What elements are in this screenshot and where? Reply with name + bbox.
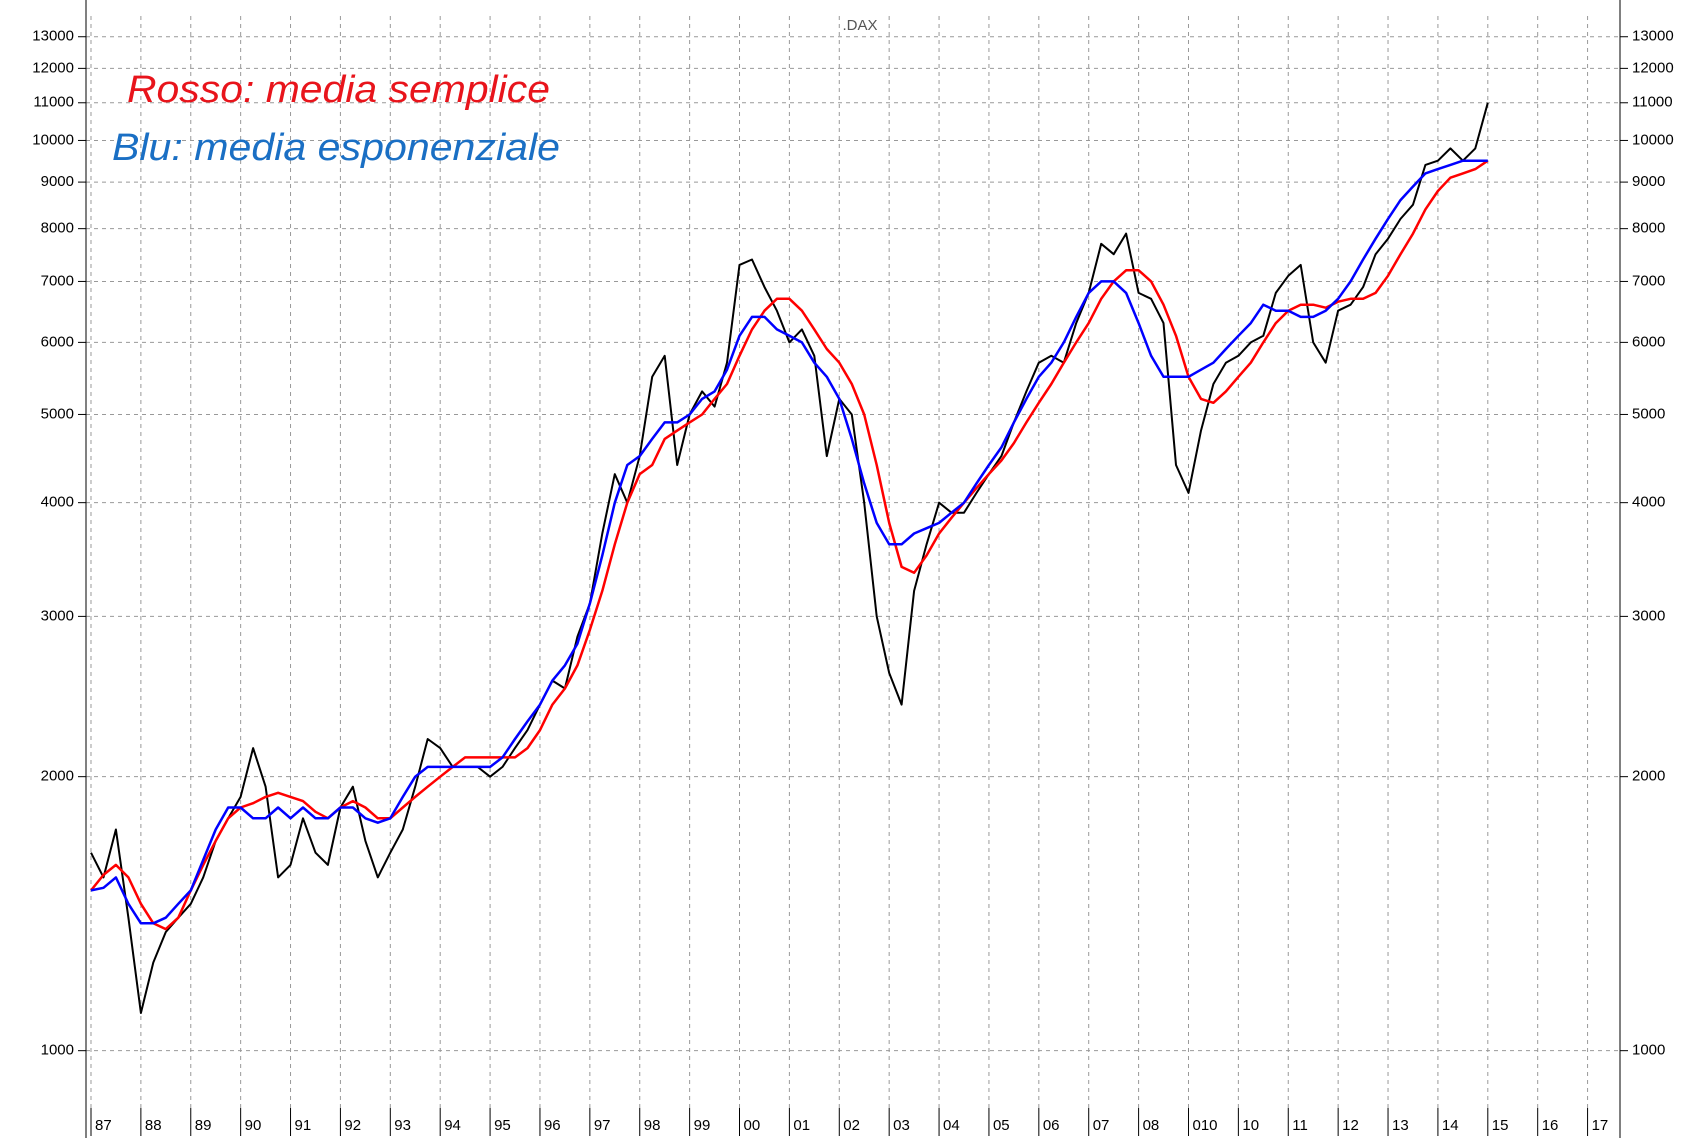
x-tick-label: 04 xyxy=(943,1117,960,1134)
x-tick-label: 99 xyxy=(694,1117,711,1134)
x-tick-label: 13 xyxy=(1392,1117,1409,1134)
y2-tick-label: 2000 xyxy=(1632,768,1665,785)
y-tick-label: 8000 xyxy=(41,220,74,237)
x-tick-label: 97 xyxy=(594,1117,611,1134)
y-tick-label: 5000 xyxy=(41,405,74,422)
y-tick-label: 2000 xyxy=(41,768,74,785)
x-tick-label: 14 xyxy=(1442,1117,1459,1134)
x-tick-label: 08 xyxy=(1143,1117,1160,1134)
x-tick-label: 01 xyxy=(793,1117,810,1134)
y2-tick-label: 10000 xyxy=(1632,131,1674,148)
x-tick-label: 06 xyxy=(1043,1117,1060,1134)
x-tick-label: 90 xyxy=(245,1117,262,1134)
y-tick-label: 10000 xyxy=(32,131,74,148)
y-tick-label: 11000 xyxy=(33,94,74,111)
x-tick-label: 91 xyxy=(295,1117,312,1134)
x-tick-label: 12 xyxy=(1342,1117,1359,1134)
series-line xyxy=(90,102,1489,1014)
y2-tick-label: 13000 xyxy=(1632,28,1674,45)
x-tick-label: 10 xyxy=(1242,1117,1259,1134)
x-tick-label: 03 xyxy=(893,1117,910,1134)
y2-tick-label: 12000 xyxy=(1632,59,1674,76)
y2-tick-label: 3000 xyxy=(1632,607,1665,624)
x-tick-label: 02 xyxy=(843,1117,860,1134)
x-tick-label: 07 xyxy=(1093,1117,1110,1134)
x-tick-label: 92 xyxy=(344,1117,361,1134)
y-tick-label: 6000 xyxy=(41,333,74,350)
annotation: Rosso: media semplice xyxy=(127,69,550,111)
x-tick-label: 05 xyxy=(993,1117,1010,1134)
x-tick-label: 98 xyxy=(644,1117,661,1134)
x-tick-label: 88 xyxy=(145,1117,162,1134)
y2-tick-label: 9000 xyxy=(1632,173,1665,190)
y-tick-label: 9000 xyxy=(41,173,74,190)
x-tick-label: 15 xyxy=(1492,1117,1509,1134)
x-tick-label: 00 xyxy=(744,1117,761,1134)
y2-tick-label: 5000 xyxy=(1632,405,1665,422)
x-tick-label: 87 xyxy=(95,1117,112,1134)
y-tick-label: 12000 xyxy=(32,59,74,76)
series-line xyxy=(90,159,1489,931)
x-tick-label: 94 xyxy=(444,1117,461,1134)
annotation: Blu: media esponenziale xyxy=(112,127,560,169)
y-tick-label: 1000 xyxy=(41,1042,74,1059)
y-tick-label: 3000 xyxy=(41,607,74,624)
y-tick-label: 7000 xyxy=(41,272,74,289)
y2-tick-label: 7000 xyxy=(1632,272,1665,289)
series-line xyxy=(90,159,1488,925)
y2-tick-label: 8000 xyxy=(1632,220,1665,237)
y2-tick-label: 11000 xyxy=(1632,94,1673,111)
y2-tick-label: 1000 xyxy=(1632,1042,1665,1059)
x-tick-label: 17 xyxy=(1592,1117,1609,1134)
x-tick-label: 11 xyxy=(1292,1117,1308,1134)
y-tick-label: 13000 xyxy=(32,28,74,45)
x-tick-label: 93 xyxy=(394,1117,411,1134)
x-tick-label: 010 xyxy=(1192,1117,1217,1134)
y2-tick-label: 4000 xyxy=(1632,494,1665,511)
chart-title: .DAX xyxy=(842,17,877,34)
y2-tick-label: 6000 xyxy=(1632,333,1665,350)
x-tick-label: 89 xyxy=(195,1117,212,1134)
x-tick-label: 95 xyxy=(494,1117,511,1134)
x-tick-label: 96 xyxy=(544,1117,561,1134)
y-tick-label: 4000 xyxy=(41,494,74,511)
x-tick-label: 16 xyxy=(1542,1117,1559,1134)
